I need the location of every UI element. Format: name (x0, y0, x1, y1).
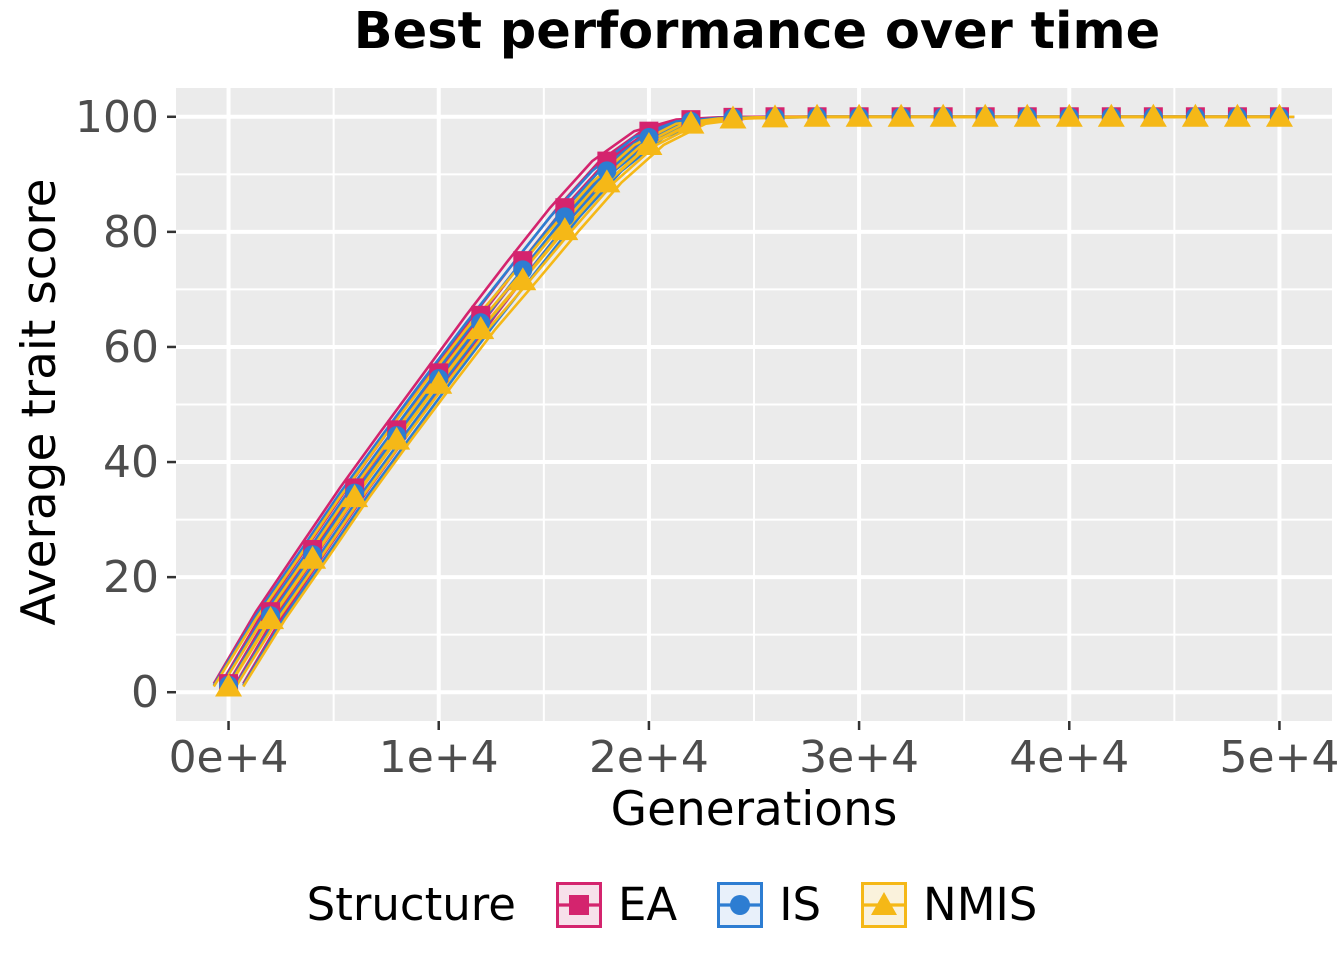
legend-label-is: IS (779, 878, 822, 931)
y-tick-label: 100 (75, 92, 159, 143)
y-tick-label: 80 (103, 207, 159, 258)
legend-title: Structure (306, 878, 516, 931)
y-tick-label: 60 (103, 322, 159, 373)
nmis-triangle-marker-icon (509, 267, 537, 291)
legend-item-is: IS (717, 878, 821, 931)
nmis-triangle-marker-icon (1223, 103, 1251, 127)
legend-item-nmis: NMIS (861, 878, 1037, 931)
nmis-triangle-marker-icon (887, 103, 915, 127)
y-tick-label: 0 (131, 667, 159, 718)
nmis-triangle-marker-icon (299, 545, 327, 569)
nmis-triangle-marker-icon (1013, 103, 1041, 127)
legend-label-ea: EA (617, 878, 678, 931)
x-tick-label: 2e+4 (589, 732, 709, 783)
nmis-triangle-marker-icon (1097, 103, 1125, 127)
legend: Structure EA IS NMIS (0, 878, 1344, 931)
x-tick-label: 4e+4 (1009, 732, 1129, 783)
y-axis-label: Average trait score (12, 178, 67, 626)
nmis-triangle-marker-icon (761, 104, 789, 128)
x-tick-label: 0e+4 (169, 732, 289, 783)
nmis-triangle-marker-icon (593, 169, 621, 193)
nmis-triangle-marker-icon (803, 103, 831, 127)
nmis-triangle-marker-icon (635, 131, 663, 155)
y-tick-label: 20 (103, 552, 159, 603)
nmis-triangle-marker-icon (1265, 103, 1293, 127)
nmis-triangle-marker-icon (467, 316, 495, 340)
chart-title: Best performance over time (353, 2, 1161, 61)
nmis-triangle-marker-icon (677, 110, 705, 134)
legend-label-nmis: NMIS (923, 878, 1038, 931)
x-tick-label: 5e+4 (1219, 732, 1339, 783)
nmis-triangle-marker-icon (215, 673, 243, 697)
ea-square-marker-icon (555, 881, 602, 928)
nmis-triangle-marker-icon (971, 103, 999, 127)
nmis-triangle-marker-icon (719, 105, 747, 129)
nmis-triangle-marker-icon (383, 426, 411, 450)
x-tick-label: 3e+4 (799, 732, 919, 783)
nmis-triangle-marker-icon (425, 370, 453, 394)
nmis-triangle-marker-icon (257, 606, 285, 630)
nmis-triangle-marker-icon (551, 217, 579, 241)
nmis-triangle-marker-icon (845, 103, 873, 127)
y-tick-label: 40 (103, 437, 159, 488)
nmis-triangle-marker-icon (1139, 103, 1167, 127)
is-circle-marker-icon (555, 207, 575, 227)
nmis-triangle-marker-icon (1055, 103, 1083, 127)
is-circle-marker-icon (717, 881, 764, 928)
x-axis-label: Generations (610, 782, 898, 837)
x-tick-label: 1e+4 (379, 732, 499, 783)
nmis-triangle-marker-icon (929, 103, 957, 127)
axis-ticks (167, 115, 1281, 730)
legend-item-ea: EA (555, 878, 678, 931)
series-markers (215, 103, 1293, 697)
nmis-triangle-marker-icon (341, 484, 369, 508)
nmis-triangle-marker-icon (1181, 103, 1209, 127)
nmis-triangle-marker-icon (861, 881, 908, 928)
axis-tick-labels: 0e+4 1e+4 2e+4 3e+4 4e+4 5e+4 0 20 40 60 80 100 (75, 92, 1339, 783)
